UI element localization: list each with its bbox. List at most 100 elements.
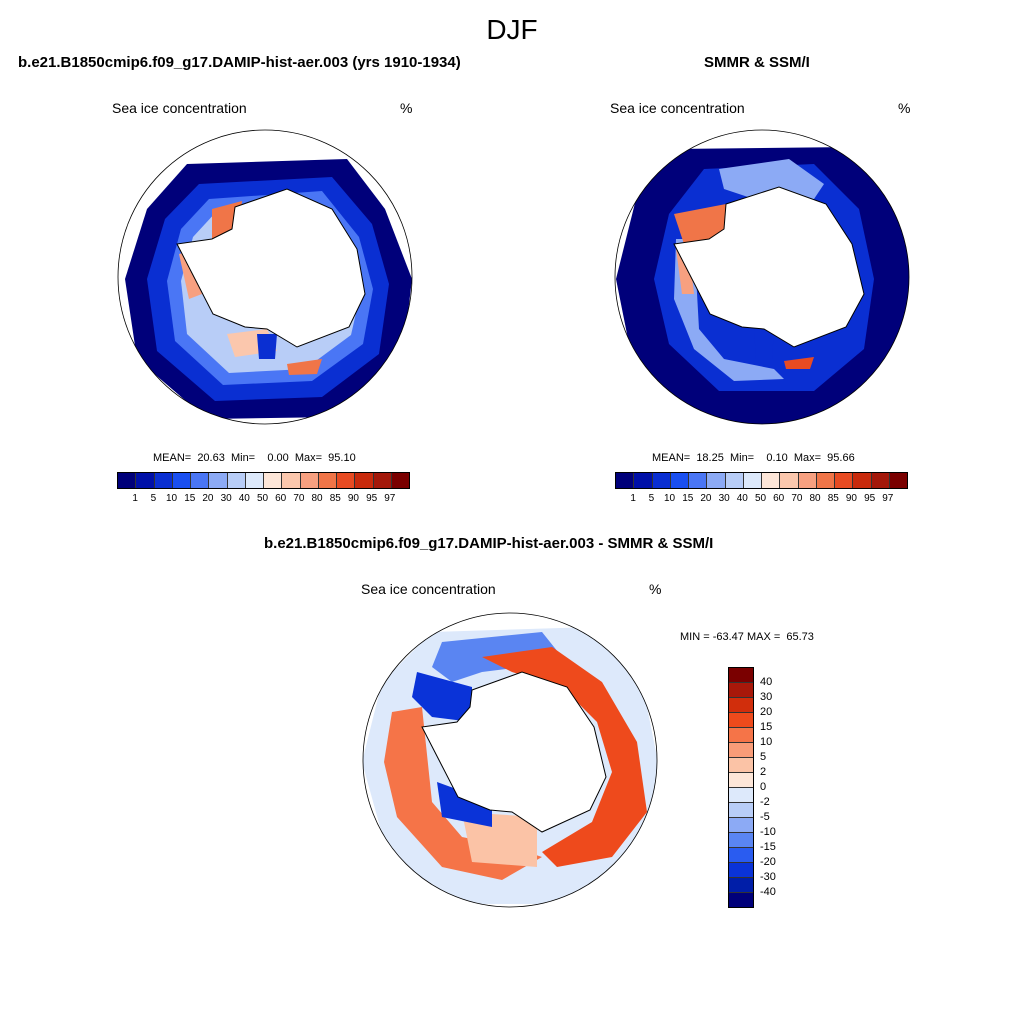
- colorbar-swatch: [172, 473, 191, 488]
- colorbar-tick-label: 90: [845, 493, 857, 504]
- colorbar-tick-label: 30: [220, 493, 232, 504]
- colorbar-swatch: [780, 473, 799, 488]
- colorbar-swatch: [729, 758, 753, 773]
- colorbar-tick-label: -5: [760, 811, 770, 823]
- colorbar-swatch: [707, 473, 726, 488]
- colorbar-tick-label: 10: [760, 736, 773, 748]
- colorbar-tick-label: -40: [760, 886, 776, 898]
- colorbar-tick-label: 30: [760, 691, 773, 703]
- colorbar-tick-label: 10: [166, 493, 178, 504]
- colorbar-tick-label: 80: [809, 493, 821, 504]
- obs-variable-label: Sea ice concentration: [610, 100, 745, 116]
- colorbar-swatch: [853, 473, 872, 488]
- colorbar-swatch: [729, 668, 753, 683]
- colorbar-tick-label: 60: [275, 493, 287, 504]
- colorbar-swatch: [689, 473, 708, 488]
- figure-title: DJF: [486, 14, 538, 45]
- colorbar-swatch: [391, 473, 409, 488]
- obs-colorbar: [615, 472, 908, 489]
- colorbar-swatch: [729, 848, 753, 863]
- obs-stats: MEAN= 18.25 Min= 0.10 Max= 95.66: [652, 452, 855, 464]
- colorbar-tick-label: 30: [718, 493, 730, 504]
- colorbar-swatch: [729, 818, 753, 833]
- colorbar-tick-label: -15: [760, 841, 776, 853]
- colorbar-tick-label: 5: [648, 493, 655, 504]
- colorbar-tick-label: 20: [700, 493, 712, 504]
- model-colorbar: [117, 472, 410, 489]
- colorbar-tick-label: 50: [256, 493, 269, 504]
- colorbar-swatch: [634, 473, 653, 488]
- colorbar-tick-label: 15: [682, 493, 694, 504]
- colorbar-tick-label: 85: [827, 493, 839, 504]
- model-unit-label: %: [400, 100, 413, 116]
- colorbar-tick-label: 40: [238, 493, 250, 504]
- colorbar-swatch: [209, 473, 228, 488]
- model-sea-ice-map: [117, 129, 413, 425]
- colorbar-tick-label: 50: [754, 493, 767, 504]
- colorbar-swatch: [729, 833, 753, 848]
- colorbar-tick-label: 95: [366, 493, 378, 504]
- colorbar-tick-label: 40: [736, 493, 748, 504]
- obs-unit-label: %: [898, 100, 911, 116]
- obs-sea-ice-map: [614, 129, 910, 425]
- colorbar-swatch: [889, 473, 907, 488]
- colorbar-swatch: [729, 713, 753, 728]
- colorbar-swatch: [725, 473, 744, 488]
- colorbar-tick-label: 5: [760, 751, 767, 763]
- colorbar-tick-label: 20: [760, 706, 773, 718]
- colorbar-swatch: [300, 473, 319, 488]
- colorbar-tick-label: -30: [760, 871, 776, 883]
- colorbar-swatch: [118, 473, 137, 488]
- colorbar-tick-label: 2: [760, 766, 767, 778]
- diff-panel-title: b.e21.B1850cmip6.f09_g17.DAMIP-hist-aer.…: [264, 535, 714, 552]
- colorbar-tick-label: 40: [760, 676, 773, 688]
- colorbar-tick-label: 15: [760, 721, 773, 733]
- colorbar-swatch: [191, 473, 210, 488]
- colorbar-tick-label: 0: [760, 781, 767, 793]
- colorbar-tick-label: 10: [664, 493, 676, 504]
- colorbar-tick-label: 20: [202, 493, 214, 504]
- colorbar-tick-label: -20: [760, 856, 776, 868]
- diff-colorbar: [728, 667, 754, 908]
- colorbar-swatch: [729, 863, 753, 878]
- colorbar-swatch: [337, 473, 356, 488]
- model-variable-label: Sea ice concentration: [112, 100, 247, 116]
- colorbar-swatch: [264, 473, 283, 488]
- colorbar-tick-label: 1: [630, 493, 636, 504]
- colorbar-swatch: [616, 473, 635, 488]
- colorbar-tick-label: -2: [760, 796, 770, 808]
- colorbar-swatch: [373, 473, 392, 488]
- colorbar-swatch: [729, 788, 753, 803]
- colorbar-swatch: [743, 473, 762, 488]
- diff-minmax: MIN = -63.47 MAX = 65.73: [680, 631, 814, 643]
- colorbar-tick-label: 70: [791, 493, 803, 504]
- model-panel-title: b.e21.B1850cmip6.f09_g17.DAMIP-hist-aer.…: [18, 54, 461, 71]
- colorbar-swatch: [816, 473, 835, 488]
- colorbar-swatch: [652, 473, 671, 488]
- colorbar-swatch: [729, 683, 753, 698]
- colorbar-tick-label: 85: [329, 493, 341, 504]
- colorbar-swatch: [729, 728, 753, 743]
- colorbar-tick-label: 90: [347, 493, 359, 504]
- colorbar-swatch: [729, 803, 753, 818]
- colorbar-tick-label: -10: [760, 826, 776, 838]
- colorbar-swatch: [835, 473, 854, 488]
- colorbar-swatch: [798, 473, 817, 488]
- colorbar-swatch: [318, 473, 337, 488]
- colorbar-tick-label: 5: [150, 493, 157, 504]
- colorbar-swatch: [355, 473, 374, 488]
- colorbar-swatch: [670, 473, 689, 488]
- colorbar-swatch: [729, 698, 753, 713]
- colorbar-tick-label: 1: [132, 493, 138, 504]
- colorbar-tick-label: 15: [184, 493, 196, 504]
- obs-panel-title: SMMR & SSM/I: [704, 54, 810, 71]
- colorbar-swatch: [729, 893, 753, 907]
- colorbar-swatch: [729, 743, 753, 758]
- colorbar-tick-label: 80: [311, 493, 323, 504]
- colorbar-swatch: [227, 473, 246, 488]
- colorbar-swatch: [729, 878, 753, 893]
- colorbar-tick-label: 70: [293, 493, 305, 504]
- colorbar-tick-label: 60: [773, 493, 785, 504]
- colorbar-swatch: [136, 473, 155, 488]
- model-stats: MEAN= 20.63 Min= 0.00 Max= 95.10: [153, 452, 356, 464]
